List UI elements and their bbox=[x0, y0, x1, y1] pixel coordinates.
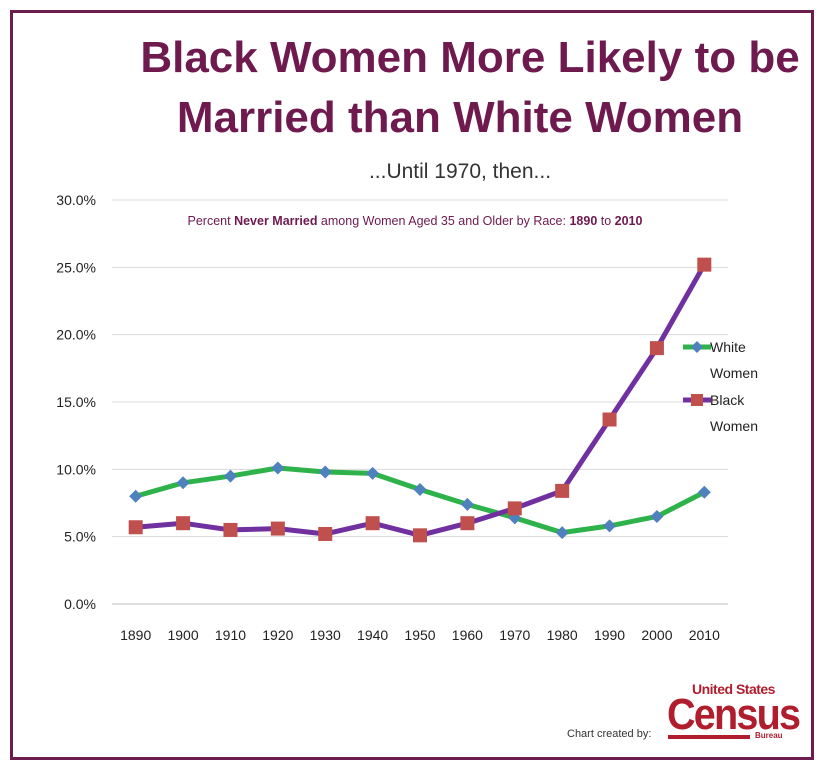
data-point-white bbox=[460, 497, 474, 511]
y-tick-label: 5.0% bbox=[64, 529, 96, 545]
legend-marker bbox=[691, 341, 703, 353]
plot-title: Percent Never Married among Women Aged 3… bbox=[188, 214, 643, 228]
legend-label: Women bbox=[710, 365, 758, 381]
data-point-black bbox=[270, 521, 285, 536]
y-tick-label: 20.0% bbox=[56, 327, 96, 343]
y-tick-label: 30.0% bbox=[56, 192, 96, 208]
data-point-white bbox=[366, 466, 380, 480]
data-point-white bbox=[603, 519, 617, 533]
x-tick-label: 1890 bbox=[120, 627, 151, 643]
chart-credit: Chart created by: bbox=[567, 728, 652, 740]
data-point-white bbox=[650, 509, 664, 523]
y-tick-label: 25.0% bbox=[56, 259, 96, 275]
data-point-black bbox=[555, 483, 570, 498]
data-point-black bbox=[507, 501, 522, 516]
census-logo-main: Census bbox=[667, 690, 801, 739]
data-point-white bbox=[318, 465, 332, 479]
data-point-black bbox=[223, 522, 238, 537]
data-point-black bbox=[413, 528, 427, 543]
legend-label: White bbox=[710, 339, 746, 355]
legend-label: Black bbox=[710, 392, 745, 408]
x-tick-label: 1900 bbox=[167, 627, 198, 643]
census-logo-sub: Bureau bbox=[755, 731, 783, 740]
data-point-black bbox=[602, 412, 617, 427]
data-point-black bbox=[318, 526, 333, 541]
data-point-black bbox=[176, 516, 191, 531]
data-point-black bbox=[697, 257, 712, 272]
legend-label: Women bbox=[710, 418, 758, 434]
data-point-black bbox=[128, 520, 143, 535]
y-tick-label: 10.0% bbox=[56, 461, 96, 477]
data-point-white bbox=[271, 461, 285, 475]
y-tick-label: 0.0% bbox=[64, 596, 96, 612]
data-point-black bbox=[649, 341, 664, 356]
census-logo-bar bbox=[668, 735, 750, 739]
x-tick-label: 1940 bbox=[357, 627, 388, 643]
x-tick-label: 1970 bbox=[499, 627, 530, 643]
x-tick-label: 2010 bbox=[689, 627, 720, 643]
series-line-0 bbox=[135, 465, 706, 536]
x-tick-label: 1930 bbox=[310, 627, 341, 643]
legend-marker bbox=[691, 394, 703, 406]
data-point-white bbox=[555, 526, 569, 540]
chart-subtitle: ...Until 1970, then... bbox=[368, 160, 552, 183]
y-tick-label: 15.0% bbox=[56, 394, 96, 410]
data-point-black bbox=[365, 516, 380, 531]
chart-title-line2: Married than White Women bbox=[176, 93, 744, 142]
chart-frame bbox=[10, 10, 814, 760]
x-tick-label: 1960 bbox=[452, 627, 483, 643]
data-point-white bbox=[697, 485, 711, 499]
x-tick-label: 1910 bbox=[215, 627, 246, 643]
data-point-white bbox=[413, 483, 427, 497]
x-tick-label: 1950 bbox=[404, 627, 435, 643]
x-tick-label: 2000 bbox=[641, 627, 672, 643]
x-tick-label: 1980 bbox=[547, 627, 578, 643]
census-logo-top: United States bbox=[692, 681, 775, 697]
x-tick-label: 1920 bbox=[262, 627, 293, 643]
data-point-white bbox=[129, 489, 143, 503]
data-point-white bbox=[223, 469, 237, 483]
x-tick-label: 1990 bbox=[594, 627, 625, 643]
data-point-black bbox=[460, 516, 475, 531]
data-point-white bbox=[176, 476, 190, 490]
chart-title-line1: Black Women More Likely to be bbox=[140, 33, 800, 82]
